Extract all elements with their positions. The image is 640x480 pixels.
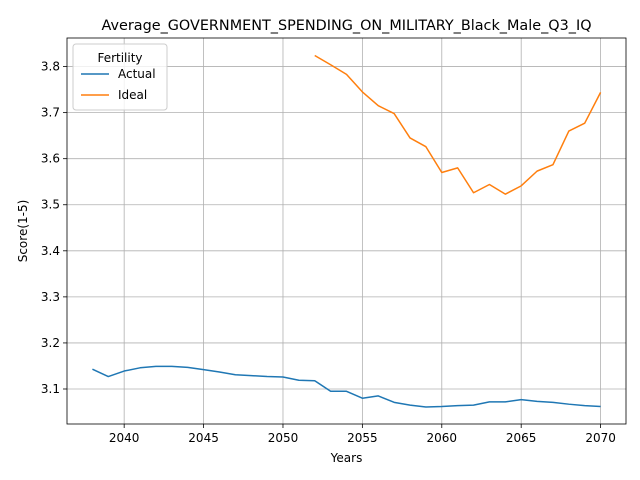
y-tick-label: 3.4 [41,244,60,258]
x-tick-label: 2060 [427,431,458,445]
plot-frame [66,37,627,425]
legend-box [72,43,168,111]
x-tick-label: 2040 [109,431,140,445]
y-tick-label: 3.6 [41,152,60,166]
y-tick-label: 3.7 [41,106,60,120]
legend-label-ideal: Ideal [118,88,147,102]
x-tick-label: 2070 [585,431,616,445]
legend: Fertility Actual Ideal [72,43,168,111]
x-tick-label: 2045 [188,431,219,445]
y-axis-ticks: 3.1 3.2 3.3 3.4 3.5 3.6 3.7 3.8 [41,60,67,396]
y-axis-label: Score(1-5) [16,200,30,263]
series-lines [92,54,602,408]
y-tick-label: 3.3 [41,290,60,304]
x-tick-label: 2065 [506,431,537,445]
legend-items: Actual Ideal [81,67,156,102]
x-tick-label: 2055 [347,431,378,445]
x-axis-label: Years [330,451,363,465]
legend-label-actual: Actual [118,67,156,81]
chart-title: Average_GOVERNMENT_SPENDING_ON_MILITARY_… [101,18,591,34]
y-tick-label: 3.5 [41,198,60,212]
y-tick-label: 3.2 [41,336,60,350]
x-tick-label: 2050 [268,431,299,445]
x-axis-ticks: 2040 2045 2050 2055 2060 2065 2070 [109,424,616,445]
series-line-ideal [314,54,602,195]
grid [67,38,626,424]
y-tick-label: 3.1 [41,382,60,396]
y-tick-label: 3.8 [41,60,60,74]
legend-title: Fertility [97,51,142,65]
series-line-actual [92,365,601,408]
